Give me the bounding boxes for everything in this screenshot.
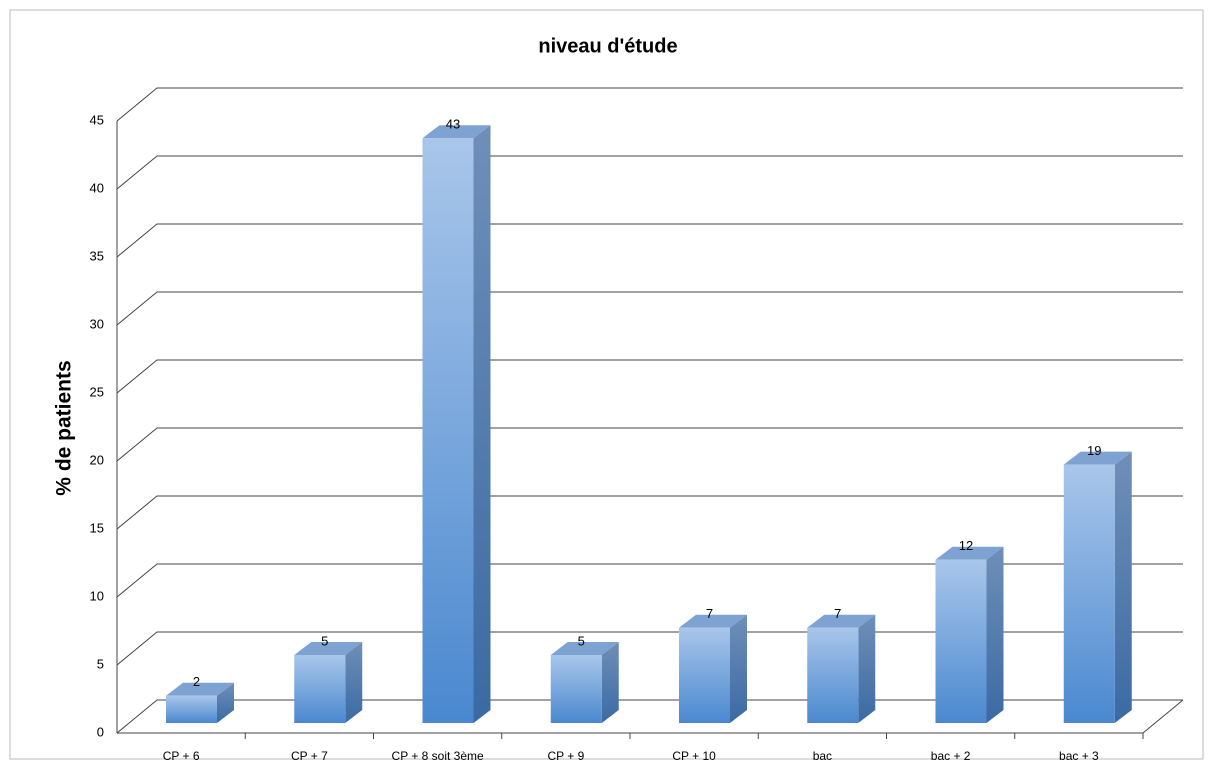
bar-side	[858, 614, 876, 723]
y-tick-label: 0	[97, 724, 104, 739]
chart-border	[9, 9, 1204, 760]
bar	[1063, 464, 1115, 723]
bar	[422, 138, 474, 723]
bar-top	[935, 546, 1004, 560]
grid-line	[116, 155, 1183, 190]
bar-top	[807, 614, 876, 628]
bar-top	[1063, 451, 1132, 465]
floor-edge	[117, 699, 1184, 734]
chart-title: niveau d'étude	[538, 35, 677, 57]
grid-line	[116, 359, 1183, 394]
y-tick-label: 15	[90, 520, 104, 535]
bar	[550, 655, 602, 723]
x-tick-label: CP + 7	[291, 749, 328, 763]
value-label: 5	[321, 633, 328, 648]
grid-line	[116, 427, 1183, 462]
bar	[166, 695, 217, 723]
grid-line	[116, 699, 1183, 734]
x-tick-label: bac + 3	[1059, 749, 1099, 763]
grid-line	[116, 87, 1183, 122]
grid-line	[116, 563, 1183, 598]
bar-top	[166, 682, 234, 696]
x-tick-label: CP + 9	[547, 749, 584, 763]
bar-side	[730, 614, 747, 723]
bar	[807, 627, 859, 723]
value-label: 12	[959, 538, 973, 553]
y-axis-label: % de patients	[53, 360, 76, 495]
bar-side	[601, 642, 619, 723]
y-tick-label: 10	[90, 588, 104, 603]
x-tick-label: CP + 6	[163, 749, 200, 763]
y-tick-label: 30	[90, 316, 104, 331]
y-tick-label: 25	[90, 384, 104, 399]
y-tick-label: 20	[90, 452, 104, 467]
bar-top	[550, 642, 619, 655]
y-tick-label: 40	[90, 180, 104, 195]
bar	[935, 559, 987, 723]
x-tick-label: CP + 10	[672, 749, 716, 763]
grid-line	[116, 631, 1183, 666]
value-label: 2	[193, 674, 200, 689]
x-tick-label: CP + 8 soit 3ème	[392, 749, 484, 763]
y-tick-label: 5	[97, 656, 104, 671]
value-label: 43	[446, 117, 460, 132]
bar-top	[422, 125, 491, 139]
bar-side	[1114, 451, 1132, 723]
bar-top	[294, 642, 363, 655]
x-tick-label: bac + 2	[931, 749, 971, 763]
bar	[679, 627, 730, 723]
bar	[294, 655, 346, 723]
x-tick-label: bac	[813, 749, 832, 763]
grid-line	[116, 223, 1183, 258]
value-label: 19	[1087, 443, 1101, 458]
grid-line	[116, 291, 1183, 326]
bar-side	[345, 642, 363, 723]
value-label: 7	[706, 606, 713, 621]
bar-side	[217, 682, 234, 723]
y-tick-label: 35	[90, 248, 104, 263]
y-tick-label: 45	[90, 112, 104, 127]
value-label: 7	[834, 606, 841, 621]
bar-side	[473, 125, 491, 723]
value-label: 5	[578, 633, 585, 648]
grid-line	[116, 495, 1183, 530]
bar-side	[986, 546, 1004, 723]
bar-top	[679, 614, 747, 628]
